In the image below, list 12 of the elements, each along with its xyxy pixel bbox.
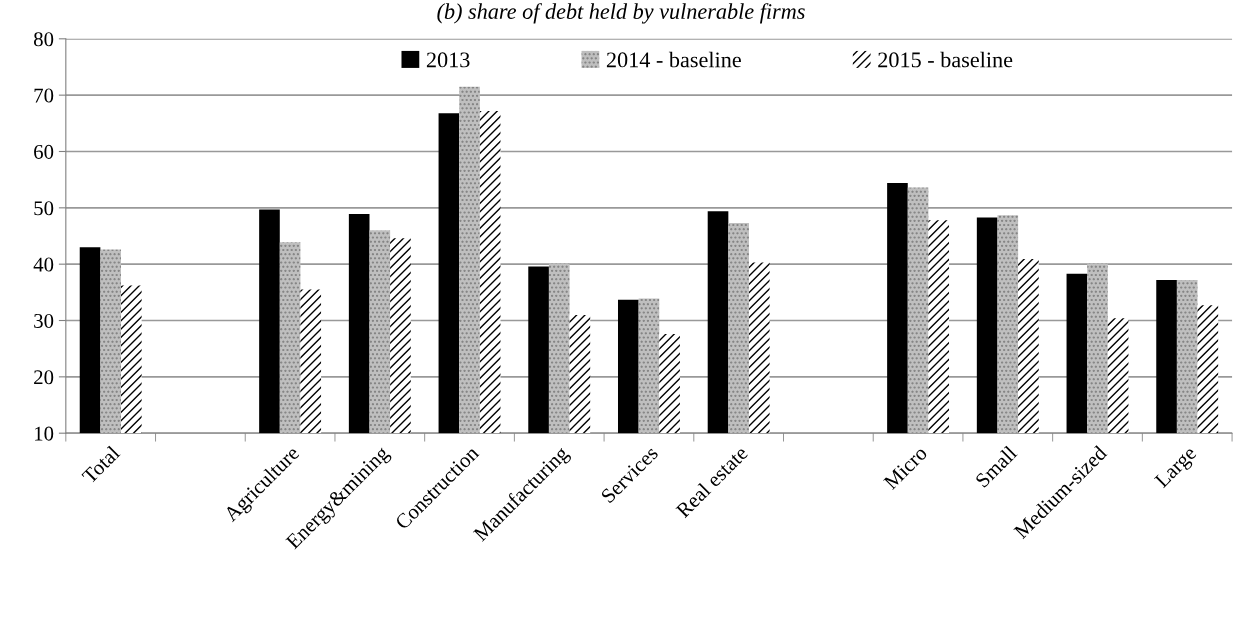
y-tick-label: 50 bbox=[34, 201, 54, 216]
y-tick-label: 80 bbox=[33, 32, 54, 47]
y-tick-label: 40 bbox=[33, 257, 54, 272]
legend-label: 2014 - baseline bbox=[606, 51, 741, 68]
legend-label: 2013 bbox=[426, 52, 470, 68]
y-tick-label: 70 bbox=[34, 88, 54, 103]
legend-label: 2015 - baseline bbox=[878, 51, 1013, 68]
y-tick-label: 20 bbox=[34, 370, 54, 385]
y-tick-label: 60 bbox=[34, 144, 54, 159]
chart-title: (b) share of debt held by vulnerable firms bbox=[437, 3, 805, 24]
y-tick-label: 30 bbox=[34, 313, 54, 328]
y-tick-label: 10 bbox=[35, 426, 54, 441]
